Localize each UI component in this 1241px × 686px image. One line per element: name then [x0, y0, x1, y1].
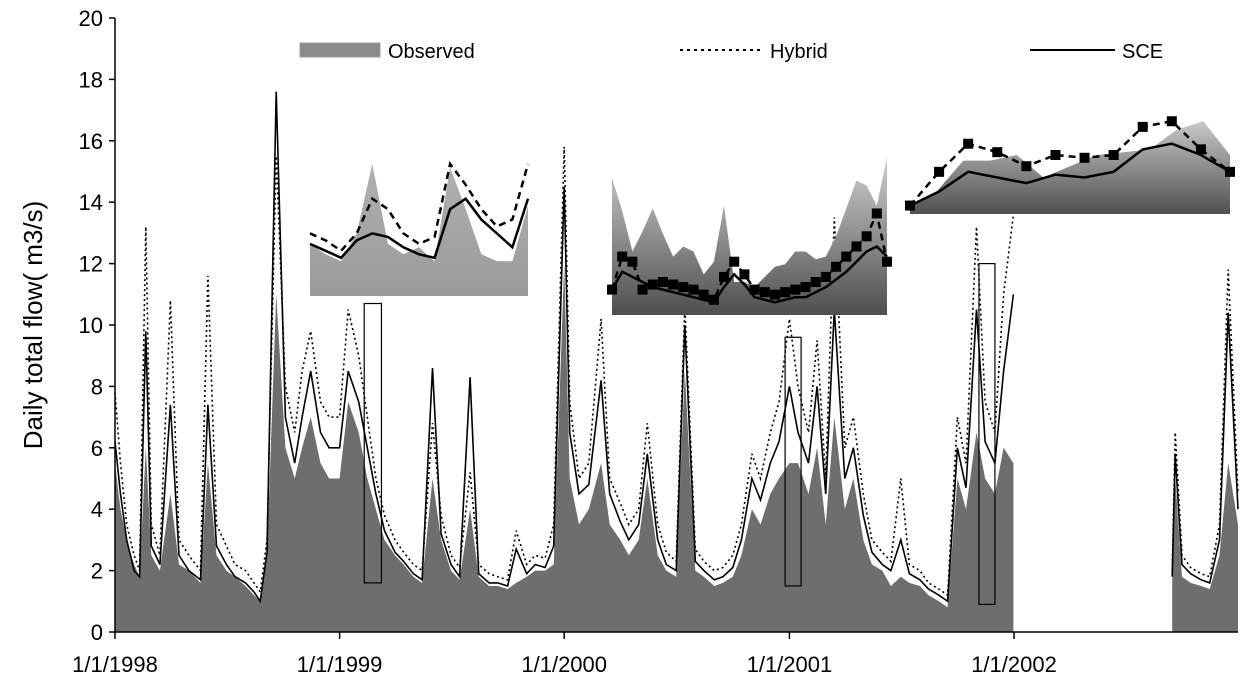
inset-hybrid-marker [749, 284, 760, 295]
inset-hybrid-line [610, 209, 889, 302]
inset-hybrid-marker [698, 289, 709, 300]
inset-hybrid-marker [1079, 152, 1090, 163]
highlight-box-3 [978, 263, 996, 605]
inset-hybrid-marker [841, 251, 852, 262]
x-tick-label: 1/1/1998 [72, 652, 158, 677]
sce-line-1 [1171, 312, 1239, 584]
inset-hybrid-marker [905, 200, 915, 211]
observed-series [115, 263, 1238, 632]
legend-label-sce: SCE [1122, 41, 1163, 63]
highlight-box-1 [363, 302, 383, 584]
inset-hybrid-marker [637, 284, 648, 295]
y-tick-label: 20 [79, 6, 103, 31]
inset-observed-area [310, 163, 528, 296]
inset-hybrid-marker [1225, 166, 1235, 177]
inset-hybrid-line [309, 160, 530, 253]
inset-observed-area [612, 157, 887, 315]
plot-area [114, 91, 1239, 632]
y-tick-label: 4 [91, 497, 103, 522]
x-tick-label: 1/1/2002 [971, 652, 1057, 677]
inset-observed-area [910, 121, 1230, 214]
legend-swatch-observed [299, 42, 381, 58]
inset-charts [309, 116, 1235, 315]
inset-hybrid-marker [617, 251, 628, 262]
y-axis-label: Daily total flow( m3/s) [18, 201, 48, 450]
inset-hybrid-marker [627, 256, 638, 267]
inset-hybrid-marker [963, 138, 974, 149]
inset-hybrid-marker [1108, 149, 1119, 160]
axes: 0 2 4 6 8 10 12 14 16 18 20 1/1/1998 1/1/1999 1/1/20… [18, 6, 1238, 677]
hybrid-line-0 [114, 146, 1015, 597]
legend-item-hybrid: Hybrid [680, 41, 828, 63]
x-tick-label: 1/1/2000 [521, 652, 607, 677]
observed-area-0 [115, 263, 1014, 632]
inset-hybrid-marker [678, 282, 689, 293]
inset-hybrid-marker [992, 147, 1003, 158]
inset-hybrid-marker [780, 287, 791, 298]
y-tick-label: 2 [91, 559, 103, 584]
inset-hybrid-marker [1166, 116, 1177, 127]
inset-sce-line [610, 244, 888, 304]
inset-chart-3 [905, 116, 1235, 214]
x-tick-label: 1/1/1999 [297, 652, 383, 677]
inset-hybrid-marker [810, 277, 821, 287]
inset-sce-line [309, 197, 530, 260]
inset-hybrid-marker [1137, 121, 1148, 132]
inset-hybrid-marker [708, 294, 719, 305]
inset-hybrid-marker [668, 279, 679, 290]
y-tick-label: 8 [91, 374, 103, 399]
inset-hybrid-marker [934, 166, 945, 177]
highlight-boxes [363, 263, 996, 605]
legend: Observed Hybrid SCE [299, 41, 1163, 63]
inset-hybrid-marker [882, 256, 892, 267]
line-series [114, 91, 1239, 604]
inset-hybrid-marker [759, 287, 770, 298]
inset-hybrid-marker [719, 271, 730, 282]
inset-hybrid-marker [729, 256, 740, 267]
inset-hybrid-marker [861, 231, 872, 242]
inset-hybrid-marker [1021, 161, 1032, 172]
x-tick-label: 1/1/2001 [747, 652, 833, 677]
y-tick-label: 0 [91, 620, 103, 645]
legend-label-observed: Observed [388, 41, 475, 63]
observed-area-1 [1172, 463, 1238, 632]
inset-hybrid-marker [820, 271, 831, 282]
inset-chart-1 [309, 160, 530, 296]
inset-hybrid-marker [739, 269, 750, 280]
inset-hybrid-marker [851, 241, 862, 252]
inset-hybrid-marker [1050, 149, 1061, 160]
y-tick-label: 16 [79, 129, 103, 154]
inset-hybrid-marker [688, 284, 699, 295]
inset-hybrid-marker [647, 279, 658, 290]
y-tick-label: 6 [91, 436, 103, 461]
inset-hybrid-marker [871, 208, 882, 219]
inset-chart-2 [607, 157, 892, 315]
legend-label-hybrid: Hybrid [770, 41, 828, 63]
inset-hybrid-marker [1195, 144, 1206, 155]
inset-hybrid-marker [790, 284, 801, 295]
y-tick-label: 18 [79, 67, 103, 92]
inset-hybrid-marker [657, 277, 668, 287]
inset-hybrid-marker [800, 282, 811, 293]
x-ticks: 1/1/1998 1/1/1999 1/1/2000 1/1/2001 1/1/2002 [72, 632, 1057, 677]
y-ticks: 0 2 4 6 8 10 12 14 16 18 20 [79, 6, 115, 645]
inset-hybrid-marker [769, 289, 780, 300]
y-tick-label: 14 [79, 190, 103, 215]
y-tick-label: 10 [79, 313, 103, 338]
legend-item-observed: Observed [299, 41, 475, 63]
hybrid-line-1 [1171, 269, 1239, 578]
y-tick-label: 12 [79, 252, 103, 277]
sce-line-0 [114, 91, 1015, 604]
inset-hybrid-marker [607, 284, 617, 295]
highlight-box-2 [784, 336, 802, 587]
legend-item-sce: SCE [1030, 41, 1163, 63]
inset-sce-line [909, 142, 1231, 207]
inset-hybrid-marker [831, 261, 842, 272]
